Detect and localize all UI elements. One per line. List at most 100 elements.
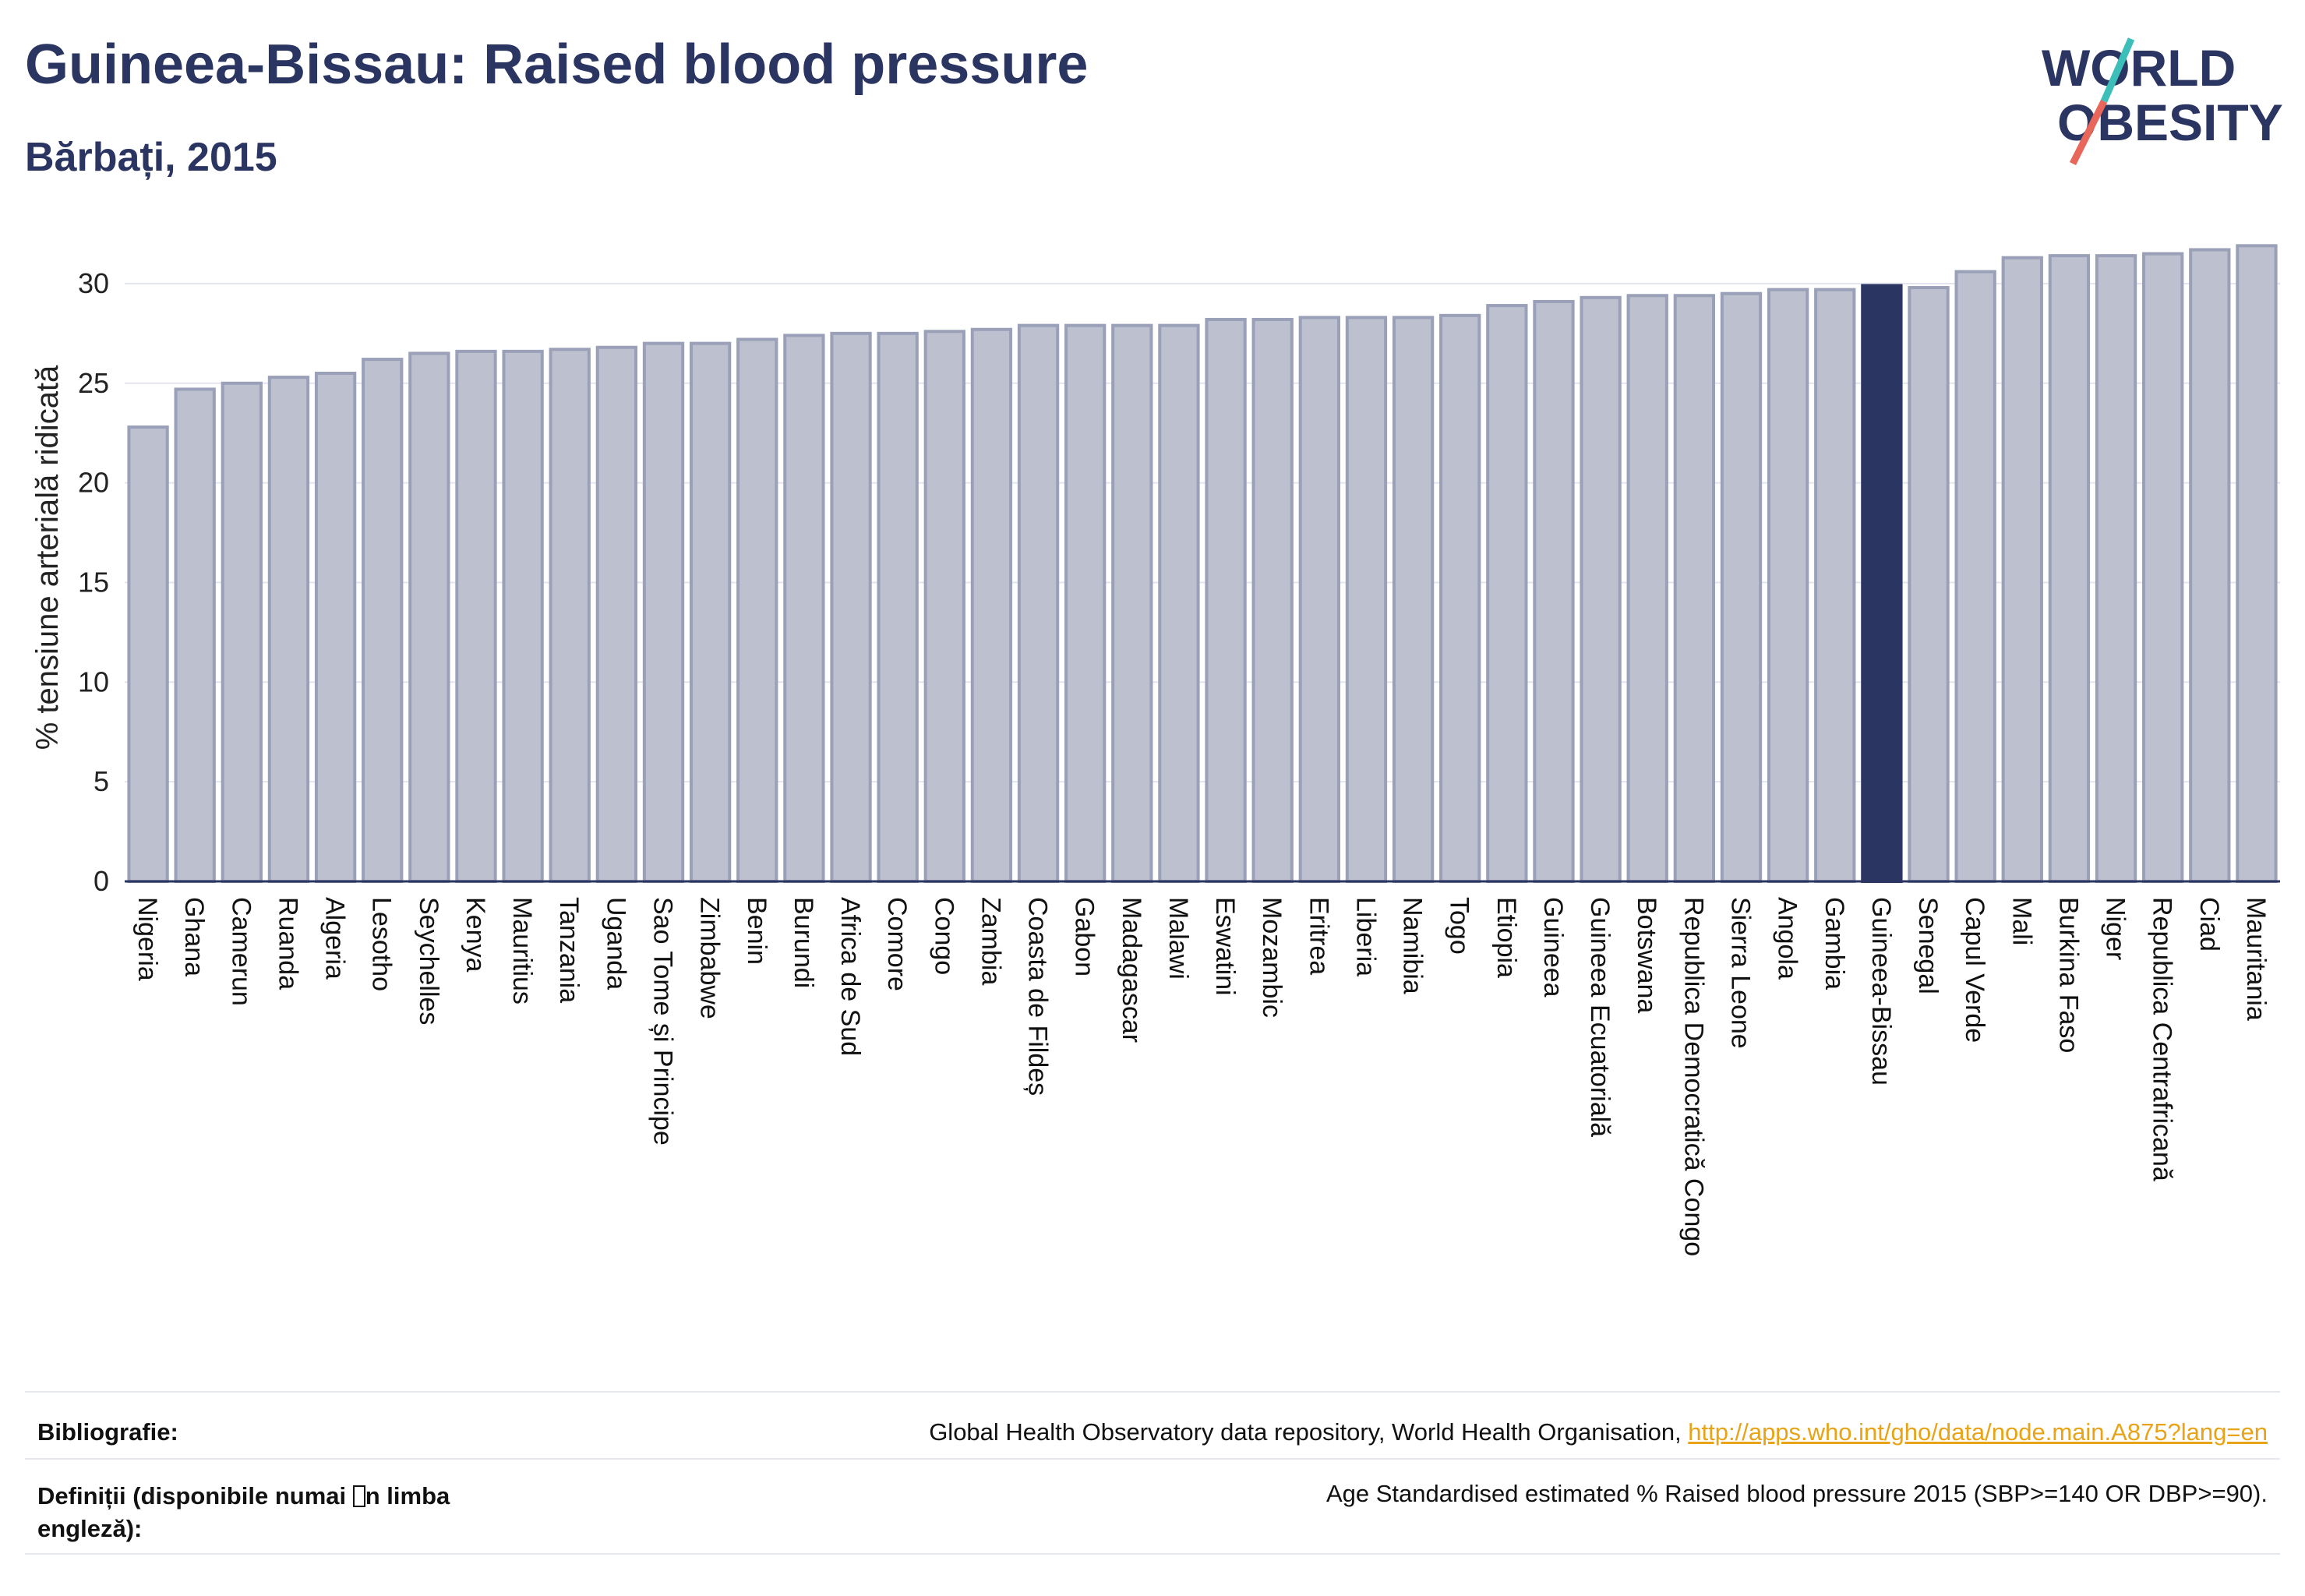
x-tick-label: Algeria (320, 897, 350, 980)
bar (1626, 294, 1668, 884)
y-tick-label: 20 (78, 467, 109, 499)
x-tick-label: Eswatini (1210, 897, 1240, 996)
x-tick-label: Kenya (461, 897, 490, 972)
x-tick-label: Gambia (1820, 897, 1849, 990)
bar (1861, 284, 1903, 884)
definitions-label-part3: engleză): (37, 1515, 143, 1542)
x-tick-label: Nigeria (132, 897, 162, 981)
x-tick-label: Ghana (179, 897, 209, 976)
bar (1580, 295, 1622, 883)
y-tick-label: 15 (78, 566, 109, 598)
x-tick-label: Eritrea (1304, 897, 1333, 975)
x-tick-label: Namibia (1398, 897, 1428, 994)
logo-text-world: WORLD (2042, 39, 2236, 97)
x-tick-label: Coasta de Fildeș (1023, 897, 1053, 1096)
bar (689, 341, 732, 883)
x-tick-label: Africa de Sud (835, 897, 865, 1056)
x-tick-label: Burkina Faso (2053, 897, 2083, 1053)
x-tick-label: Capul Verde (1960, 897, 1989, 1043)
bibliography-label: Bibliografie: (37, 1418, 178, 1446)
y-tick-label: 10 (78, 666, 109, 697)
x-tick-label: Seychelles (414, 897, 443, 1025)
x-tick-label: Guineea (1538, 897, 1568, 998)
x-tick-label: Sierra Leone (1726, 897, 1756, 1049)
x-tick-label: Ruanda (273, 897, 302, 990)
bar (1205, 317, 1247, 883)
bar (1533, 299, 1575, 884)
bar (1908, 286, 1950, 883)
bar (314, 371, 357, 883)
bar (1111, 323, 1153, 883)
x-tick-label: Burundi (789, 897, 818, 988)
x-tick-label: Etiopia (1491, 897, 1521, 978)
logo-slash-red (2069, 99, 2108, 166)
y-axis-label: % tensiune arterială ridicată (30, 365, 65, 750)
x-tick-label: Senegal (1913, 897, 1943, 994)
bar (2189, 248, 2231, 883)
x-tick-label: Uganda (601, 897, 630, 990)
definitions-label: Definiții (disponibile numai n limba eng… (37, 1480, 567, 1545)
x-tick-label: Liberia (1350, 897, 1380, 976)
bar (502, 349, 544, 883)
bar (2236, 244, 2278, 883)
x-tick-label: Botswana (1632, 897, 1661, 1013)
x-tick-label: Guineea Ecuatorială (1585, 897, 1615, 1137)
x-tick-label: Sao Tome și Principe (648, 897, 678, 1146)
bar (174, 387, 216, 883)
logo-slash-teal (2100, 37, 2135, 103)
bar (1251, 317, 1294, 883)
bar (1954, 270, 1996, 883)
x-tick-label: Gabon (1070, 897, 1100, 976)
footer-divider (25, 1391, 2280, 1393)
y-tick-label: 30 (78, 267, 109, 299)
bar (1392, 316, 1435, 884)
bar (595, 345, 638, 883)
footer-divider (25, 1553, 2280, 1555)
x-tick-label: Camerun (226, 897, 256, 1006)
x-tick-label: Angola (1773, 897, 1802, 980)
y-tick-label: 25 (78, 367, 109, 399)
bar (736, 337, 778, 884)
footer-divider (25, 1458, 2280, 1460)
x-tick-label: Malawi (1163, 897, 1193, 980)
x-tick-label: Zimbabwe (695, 897, 725, 1019)
bar (1767, 288, 1809, 883)
bar (1814, 288, 1856, 883)
bar (923, 330, 965, 883)
bar (970, 327, 1013, 883)
definitions-label-part1: Definiții (disponibile numai (37, 1482, 353, 1509)
chart-title: Guineea-Bissau: Raised blood pressure (25, 34, 1089, 96)
world-obesity-logo: WORLD OBESITY (2042, 37, 2283, 166)
x-tick-label: Zambia (976, 897, 1005, 985)
bar (267, 376, 310, 883)
bar (877, 331, 919, 884)
bar (783, 334, 825, 883)
x-tick-label: Mauritius (507, 897, 537, 1005)
x-tick-label: Mali (2007, 897, 2036, 945)
x-tick-label: Togo (1445, 897, 1474, 955)
x-tick-label: Niger (2101, 897, 2130, 960)
x-tick-label: Republica Centrafricană (2148, 897, 2177, 1181)
y-tick-label: 5 (94, 765, 109, 797)
x-tick-label: Madagascar (1117, 897, 1146, 1043)
bar (1439, 313, 1481, 883)
bar (455, 349, 497, 883)
bar (408, 351, 450, 883)
x-tick-label: Benin (742, 897, 771, 965)
bibliography-link[interactable]: http://apps.who.int/gho/data/node.main.A… (1688, 1418, 2268, 1446)
footer: Bibliografie: Global Health Observatory … (25, 1391, 2280, 1570)
x-tick-label: Mozambic (1257, 897, 1287, 1018)
bar (1486, 304, 1528, 883)
x-tick-label: Ciad (2194, 897, 2224, 952)
bar (1017, 323, 1060, 883)
x-tick-label: Congo (929, 897, 958, 975)
x-tick-label: Mauritania (2241, 897, 2271, 1021)
bar (362, 358, 404, 883)
bar (127, 425, 169, 883)
y-tick-label: 0 (94, 865, 109, 897)
bar (1345, 316, 1388, 884)
bibliography-text: Global Health Observatory data repositor… (929, 1418, 1689, 1446)
bar-chart: 0 5 10 15 20 25 30 Nigeria Ghana Camerun Ruanda Alg… (30, 244, 2280, 1256)
x-tick-label: Lesotho (367, 897, 397, 991)
definitions-text: Age Standardised estimated % Raised bloo… (1325, 1480, 2268, 1507)
